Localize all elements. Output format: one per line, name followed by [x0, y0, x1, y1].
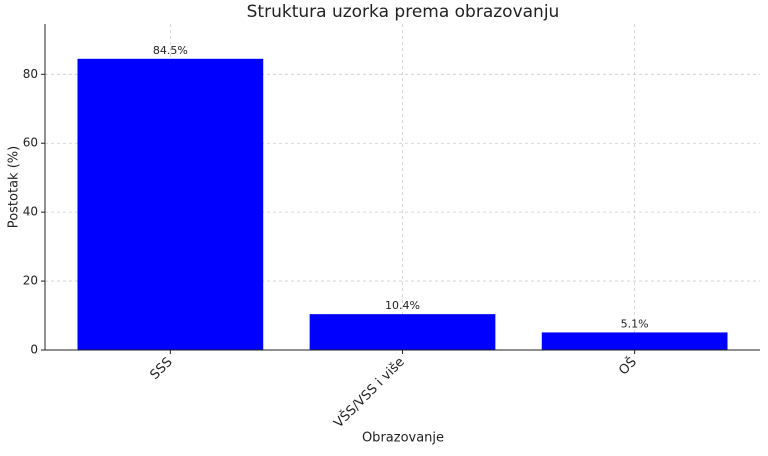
x-tick-label: VŠS/VSS i više: [331, 354, 408, 431]
x-tick-label: OŠ: [616, 354, 640, 378]
y-axis-label: Postotak (%): [7, 146, 22, 228]
y-tick-label: 80: [23, 67, 38, 81]
value-label: 84.5%: [153, 44, 188, 57]
chart-title: Struktura uzorka prema obrazovanju: [247, 2, 560, 22]
y-tick-label: 20: [23, 274, 38, 288]
value-label: 10.4%: [385, 299, 420, 312]
x-tick-label: SSS: [148, 355, 176, 383]
bar: [309, 314, 496, 350]
bar: [77, 58, 264, 351]
value-label: 5.1%: [621, 317, 649, 330]
x-axis-label: Obrazovanje: [362, 431, 444, 446]
y-tick-label: 0: [30, 343, 38, 357]
bar: [541, 332, 728, 350]
y-tick-label: 40: [23, 205, 38, 219]
y-tick-label: 60: [23, 136, 38, 150]
